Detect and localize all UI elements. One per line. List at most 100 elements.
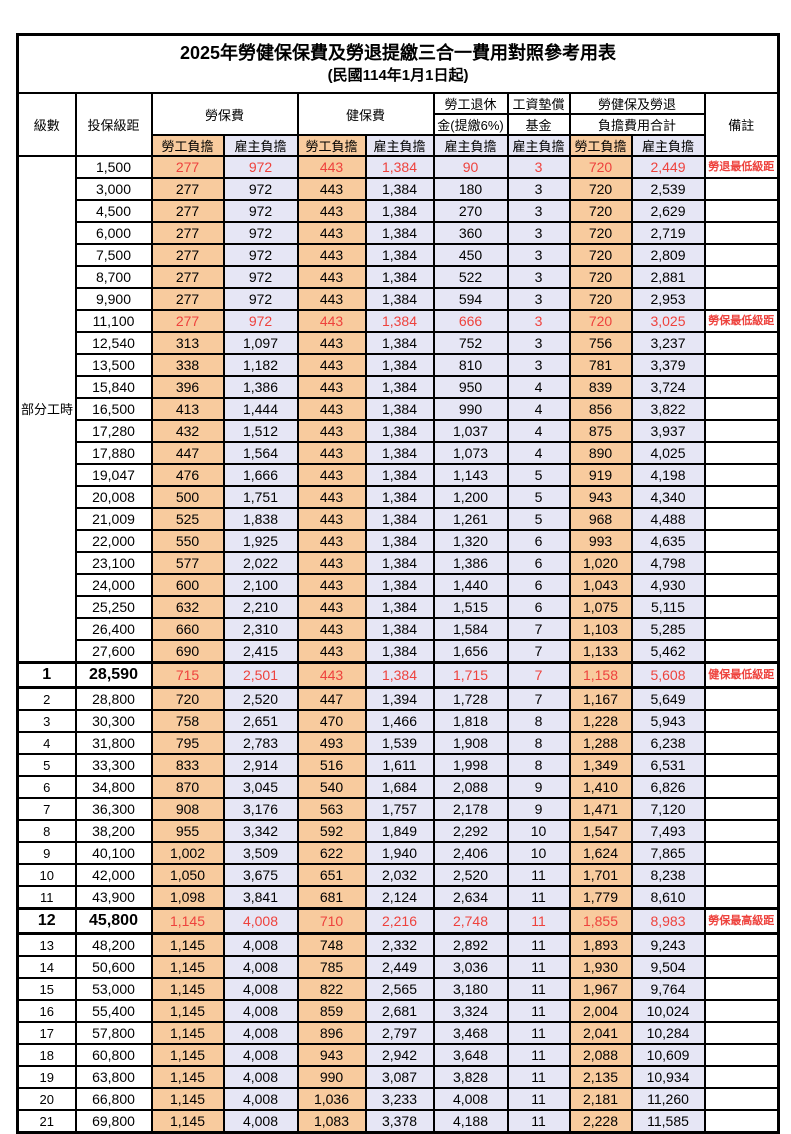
header-row-1: 級數 投保級距 勞保費 健保費 勞工退休 工資墊償 勞健保及勞退 備註 bbox=[16, 92, 780, 157]
cell-total-employee: 720 bbox=[568, 243, 633, 267]
cell-salary-bracket: 69,800 bbox=[74, 1109, 153, 1134]
header-labor-employee: 勞工負擔 bbox=[150, 134, 225, 157]
cell-level: 11 bbox=[16, 885, 77, 910]
cell-wage-fund-employer: 7 bbox=[506, 639, 571, 664]
header-wage-fund-line1: 工資墊償 bbox=[506, 92, 571, 115]
cell-labor-ins-employee: 277 bbox=[150, 177, 225, 201]
cell-total-employer: 4,635 bbox=[630, 529, 706, 553]
cell-total-employer: 10,284 bbox=[630, 1021, 706, 1045]
cell-health-ins-employer: 3,233 bbox=[364, 1087, 435, 1111]
table-row: 15 53,000 1,145 4,008 822 2,565 3,180 11 1,967 9,… bbox=[16, 977, 780, 1001]
cell-pension-employer: 1,261 bbox=[432, 507, 509, 531]
cell-labor-ins-employee: 447 bbox=[150, 441, 225, 465]
cell-total-employer: 2,719 bbox=[630, 221, 706, 245]
cell-labor-ins-employer: 4,008 bbox=[222, 955, 299, 979]
cell-health-ins-employee: 943 bbox=[296, 1043, 367, 1067]
cell-pension-employer: 3,036 bbox=[432, 955, 509, 979]
cell-remark bbox=[703, 287, 780, 311]
cell-remark bbox=[703, 885, 780, 910]
cell-health-ins-employee: 859 bbox=[296, 999, 367, 1023]
cell-salary-bracket: 60,800 bbox=[74, 1043, 153, 1067]
cell-level: 4 bbox=[16, 731, 77, 755]
cell-labor-ins-employee: 833 bbox=[150, 753, 225, 777]
cell-salary-bracket: 66,800 bbox=[74, 1087, 153, 1111]
cell-remark bbox=[703, 775, 780, 799]
cell-total-employer: 5,608 bbox=[630, 661, 706, 689]
cell-wage-fund-employer: 6 bbox=[506, 551, 571, 575]
cell-health-ins-employer: 3,378 bbox=[364, 1109, 435, 1134]
cell-health-ins-employee: 681 bbox=[296, 885, 367, 910]
cell-health-ins-employee: 443 bbox=[296, 265, 367, 289]
cell-health-ins-employer: 1,384 bbox=[364, 287, 435, 311]
cell-pension-employer: 270 bbox=[432, 199, 509, 223]
cell-wage-fund-employer: 9 bbox=[506, 797, 571, 821]
cell-remark bbox=[703, 199, 780, 223]
cell-health-ins-employee: 470 bbox=[296, 709, 367, 733]
table-row: 9,900 277 972 443 1,384 594 3 720 2,953 bbox=[18, 287, 780, 311]
cell-pension-employer: 1,998 bbox=[432, 753, 509, 777]
cell-labor-ins-employer: 972 bbox=[222, 265, 299, 289]
cell-remark bbox=[703, 955, 780, 979]
table-row: 23,100 577 2,022 443 1,384 1,386 6 1,020 4,798 bbox=[18, 551, 780, 575]
cell-total-employee: 1,167 bbox=[568, 686, 633, 711]
cell-labor-ins-employee: 690 bbox=[150, 639, 225, 664]
cell-wage-fund-employer: 3 bbox=[506, 265, 571, 289]
cell-labor-ins-employer: 2,914 bbox=[222, 753, 299, 777]
cell-health-ins-employee: 990 bbox=[296, 1065, 367, 1089]
cell-salary-bracket: 25,250 bbox=[74, 595, 153, 619]
table-row: 11 43,900 1,098 3,841 681 2,124 2,634 11 1,779 8,… bbox=[16, 885, 780, 910]
cell-total-employer: 5,462 bbox=[630, 639, 706, 664]
cell-salary-bracket: 36,300 bbox=[74, 797, 153, 821]
cell-remark bbox=[703, 1021, 780, 1045]
cell-salary-bracket: 31,800 bbox=[74, 731, 153, 755]
cell-labor-ins-employee: 277 bbox=[150, 199, 225, 223]
table-row: 21 69,800 1,145 4,008 1,083 3,378 4,188 11 2,228… bbox=[16, 1109, 780, 1134]
table-row: 部分工時 1,500 277 972 443 1,384 90 3 720 2,449 勞退最低級距 bbox=[16, 155, 780, 664]
cell-health-ins-employer: 1,384 bbox=[364, 397, 435, 421]
cell-labor-ins-employee: 1,145 bbox=[150, 999, 225, 1023]
cell-remark bbox=[703, 977, 780, 1001]
header-row-3: 勞工負擔 雇主負擔 勞工負擔 雇主負擔 雇主負擔 雇主負擔 勞工負擔 雇主負擔 bbox=[18, 134, 779, 157]
cell-wage-fund-employer: 11 bbox=[506, 885, 571, 910]
cell-level: 13 bbox=[16, 932, 77, 957]
cell-labor-ins-employer: 2,520 bbox=[222, 686, 299, 711]
cell-total-employer: 10,024 bbox=[630, 999, 706, 1023]
cell-total-employee: 1,624 bbox=[568, 841, 633, 865]
cell-health-ins-employee: 443 bbox=[296, 507, 367, 531]
cell-wage-fund-employer: 6 bbox=[506, 595, 571, 619]
cell-total-employee: 1,103 bbox=[568, 617, 633, 641]
cell-health-ins-employer: 1,539 bbox=[364, 731, 435, 755]
cell-total-employee: 1,075 bbox=[568, 595, 633, 619]
header-pension-employer: 雇主負擔 bbox=[432, 134, 509, 157]
cell-pension-employer: 1,200 bbox=[432, 485, 509, 509]
cell-pension-employer: 2,088 bbox=[432, 775, 509, 799]
cell-level: 21 bbox=[16, 1109, 77, 1134]
cell-salary-bracket: 27,600 bbox=[74, 639, 153, 664]
cell-salary-bracket: 19,047 bbox=[74, 463, 153, 487]
header-fund-employer: 雇主負擔 bbox=[506, 134, 571, 157]
table-row: 8,700 277 972 443 1,384 522 3 720 2,881 bbox=[18, 265, 780, 289]
cell-salary-bracket: 43,900 bbox=[74, 885, 153, 910]
table-row: 24,000 600 2,100 443 1,384 1,440 6 1,043 4,930 bbox=[18, 573, 780, 597]
cell-labor-ins-employee: 1,145 bbox=[150, 1109, 225, 1134]
cell-total-employee: 2,004 bbox=[568, 999, 633, 1023]
cell-labor-ins-employer: 2,651 bbox=[222, 709, 299, 733]
cell-remark bbox=[703, 463, 780, 487]
cell-health-ins-employee: 443 bbox=[296, 441, 367, 465]
cell-labor-ins-employee: 1,002 bbox=[150, 841, 225, 865]
cell-labor-ins-employee: 277 bbox=[150, 221, 225, 245]
table-row: 17,880 447 1,564 443 1,384 1,073 4 890 4,025 bbox=[18, 441, 780, 465]
cell-wage-fund-employer: 8 bbox=[506, 731, 571, 755]
cell-total-employer: 4,198 bbox=[630, 463, 706, 487]
cell-labor-ins-employer: 1,097 bbox=[222, 331, 299, 355]
cell-total-employer: 2,539 bbox=[630, 177, 706, 201]
cell-total-employer: 9,764 bbox=[630, 977, 706, 1001]
cell-salary-bracket: 21,009 bbox=[74, 507, 153, 531]
cell-labor-ins-employee: 277 bbox=[150, 309, 225, 333]
cell-pension-employer: 2,406 bbox=[432, 841, 509, 865]
cell-level: 15 bbox=[16, 977, 77, 1001]
table-row: 1 28,590 715 2,501 443 1,384 1,715 7 1,158 5,608 健… bbox=[16, 661, 780, 689]
cell-health-ins-employer: 1,384 bbox=[364, 177, 435, 201]
cell-labor-ins-employee: 277 bbox=[150, 287, 225, 311]
cell-total-employer: 8,983 bbox=[630, 907, 706, 935]
